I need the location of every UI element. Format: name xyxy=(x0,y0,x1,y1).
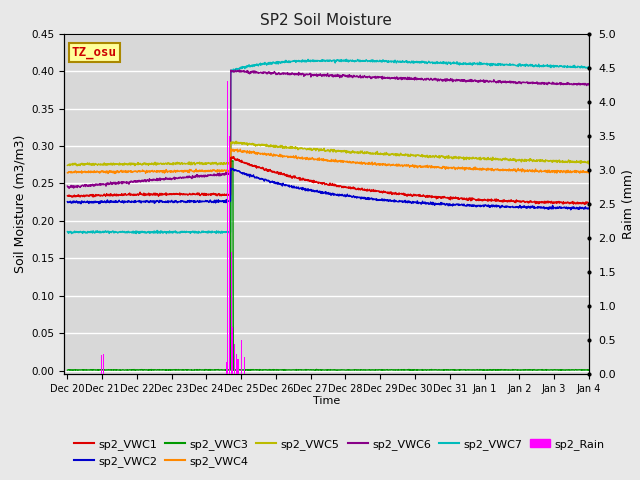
Bar xyxy=(229,136,230,374)
Y-axis label: Raim (mm): Raim (mm) xyxy=(622,169,635,239)
Bar xyxy=(244,357,245,374)
Bar xyxy=(241,340,242,374)
Text: TZ_osu: TZ_osu xyxy=(72,46,117,59)
Bar xyxy=(230,252,232,374)
Bar xyxy=(237,360,239,374)
Bar xyxy=(101,355,102,374)
Legend: sp2_VWC1, sp2_VWC2, sp2_VWC3, sp2_VWC4, sp2_VWC5, sp2_VWC6, sp2_VWC7, sp2_Rain: sp2_VWC1, sp2_VWC2, sp2_VWC3, sp2_VWC4, … xyxy=(70,435,609,471)
Bar xyxy=(227,81,228,374)
Bar xyxy=(234,344,235,374)
X-axis label: Time: Time xyxy=(313,396,340,406)
Y-axis label: Soil Moisture (m3/m3): Soil Moisture (m3/m3) xyxy=(14,135,27,273)
Bar xyxy=(232,327,234,374)
Title: SP2 Soil Moisture: SP2 Soil Moisture xyxy=(260,13,392,28)
Bar xyxy=(236,354,237,374)
Bar xyxy=(225,362,227,374)
Bar xyxy=(103,354,104,374)
